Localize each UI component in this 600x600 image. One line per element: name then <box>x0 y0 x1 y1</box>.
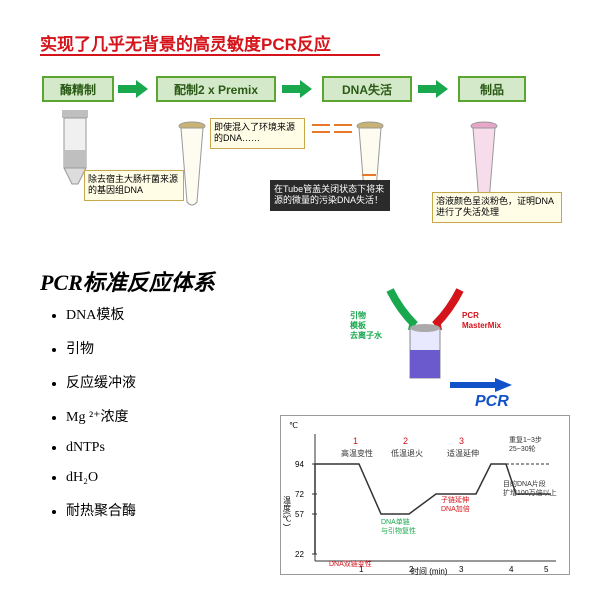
arrow-icon <box>418 80 448 98</box>
list-item: dNTPs <box>66 440 136 456</box>
callout: 除去宿主大肠杆菌来源的基因组DNA <box>84 170 184 201</box>
list-item: Mg ²⁺浓度 <box>66 406 136 426</box>
main-title: 实现了几乎无背景的高灵敏度PCR反应 <box>40 30 331 55</box>
svg-text:DNA双链变性: DNA双链变性 <box>329 559 372 568</box>
list-item: 反应缓冲液 <box>66 372 136 392</box>
callout: 即使混入了环境来源的DNA…… <box>210 118 305 149</box>
mastermix-diagram: 引物模板去离子水PCRMasterMixPCR <box>320 280 530 410</box>
svg-text:3: 3 <box>459 436 464 446</box>
svg-text:MasterMix: MasterMix <box>462 321 502 330</box>
svg-text:DNA单链: DNA单链 <box>381 517 410 526</box>
svg-text:低温退火: 低温退火 <box>391 448 423 458</box>
svg-text:扩增100万倍以上: 扩增100万倍以上 <box>503 488 557 497</box>
title-underline <box>40 54 380 56</box>
svg-text:4: 4 <box>509 565 514 574</box>
pcr-cycle-chart: ℃2257729412345时间 (min)温度(℃)1高温变性2低温退火3适温… <box>280 415 570 575</box>
step-box: 配制2 x Premix <box>156 76 276 102</box>
svg-text:72: 72 <box>295 490 304 499</box>
tube-icon <box>178 120 206 215</box>
svg-text:5: 5 <box>544 565 549 574</box>
list-item: 引物 <box>66 338 136 358</box>
list-item: DNA模板 <box>66 304 136 324</box>
svg-text:PCR: PCR <box>475 393 509 410</box>
arrow-icon <box>282 80 312 98</box>
bullet-list: DNA模板引物反应缓冲液 Mg ²⁺浓度 dNTPs dH₂O 耐热聚合酶 <box>50 304 136 534</box>
svg-text:时间 (min): 时间 (min) <box>411 566 448 576</box>
svg-text:57: 57 <box>295 510 304 519</box>
svg-text:模板: 模板 <box>350 320 367 330</box>
svg-text:与引物复性: 与引物复性 <box>381 526 416 535</box>
svg-text:2: 2 <box>403 436 408 446</box>
svg-text:℃: ℃ <box>289 421 298 430</box>
arrow-icon <box>118 80 148 98</box>
section-title: PCR标准反应体系 <box>40 265 215 297</box>
step-box: DNA失活 <box>322 76 412 102</box>
svg-text:引物: 引物 <box>350 310 366 320</box>
step-box: 酶精制 <box>42 76 114 102</box>
svg-text:1: 1 <box>353 436 358 446</box>
svg-text:3: 3 <box>459 565 464 574</box>
svg-text:DNA加倍: DNA加倍 <box>441 504 470 513</box>
dna-marks <box>312 122 352 147</box>
svg-text:重复1~3步: 重复1~3步 <box>509 435 542 444</box>
svg-text:温度(℃): 温度(℃) <box>282 496 292 527</box>
svg-text:去离子水: 去离子水 <box>350 330 383 340</box>
svg-text:94: 94 <box>295 460 304 469</box>
svg-text:高温变性: 高温变性 <box>341 448 373 458</box>
svg-text:PCR: PCR <box>462 311 479 320</box>
svg-text:子链延伸: 子链延伸 <box>441 495 469 504</box>
svg-text:目的DNA片段: 目的DNA片段 <box>503 479 546 488</box>
callout: 在Tube管盖关闭状态下将来源的微量的污染DNA失活！ <box>270 180 390 211</box>
list-item: dH₂O <box>66 470 136 486</box>
svg-text:适温延伸: 适温延伸 <box>447 448 479 458</box>
list-item: 耐热聚合酶 <box>66 500 136 520</box>
callout: 溶液颜色呈淡粉色，证明DNA进行了失活处理 <box>432 192 562 223</box>
svg-text:22: 22 <box>295 550 304 559</box>
svg-text:25~30轮: 25~30轮 <box>509 444 536 453</box>
step-box: 制品 <box>458 76 526 102</box>
